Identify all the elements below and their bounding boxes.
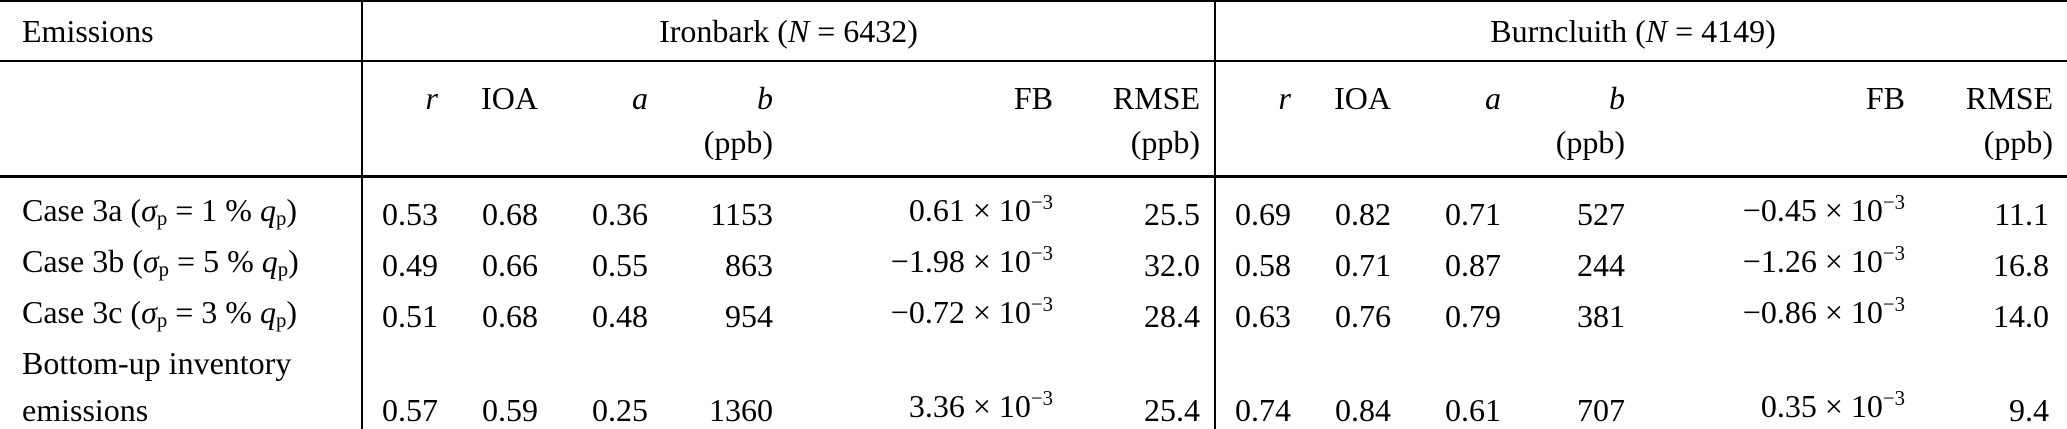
cell-b: 863	[725, 246, 773, 283]
cell-ioa: 0.76	[1335, 297, 1391, 334]
row-header-spacer	[0, 61, 362, 178]
cell-a: 0.61	[1445, 391, 1501, 428]
col-unit: (ppb)	[1555, 124, 1625, 160]
cell-fb: 0.35 × 10−3	[1760, 387, 1905, 424]
col-header-a-ironbark: a	[552, 61, 662, 178]
cell-rmse: 25.4	[1144, 391, 1200, 428]
col-label: a	[1485, 80, 1501, 116]
row-header-title: Emissions	[0, 1, 362, 62]
cell-rmse: 14.0	[1993, 297, 2050, 334]
cell-r: 0.69	[1214, 176, 1305, 238]
group-header-row: Emissions Ironbark (N = 6432) Burncluith…	[0, 1, 2067, 62]
col-header-a-burncluith: a	[1405, 61, 1515, 178]
col-label: RMSE	[1965, 80, 2054, 116]
row-label: Case 3c (σp = 3 % qp)	[22, 293, 298, 333]
col-label: b	[757, 80, 773, 116]
cell-a: 0.71	[1445, 195, 1501, 232]
cell-fb: −1.26 × 10−3	[1742, 242, 1905, 279]
cell-r: 0.49	[361, 237, 452, 289]
cell-rmse: 16.8	[1993, 246, 2050, 283]
cell-a: 0.79	[1445, 297, 1501, 334]
cell-a: 0.25	[592, 391, 648, 428]
table-row-bottom-up-inventory: Bottom-up inventory emissions 0.57 0.59 0…	[0, 339, 2067, 429]
cell-fb: 0.61 × 10−3	[908, 191, 1053, 228]
cell-a: 0.36	[592, 195, 648, 232]
table-row-case-3b: Case 3b (σp = 5 % qp) 0.49 0.66 0.55 863…	[0, 237, 2067, 289]
row-label: Case 3b (σp = 5 % qp)	[22, 242, 299, 282]
cell-fb: 3.36 × 10−3	[908, 387, 1053, 424]
col-header-b-burncluith: b (ppb)	[1515, 61, 1639, 178]
cell-fb: −0.45 × 10−3	[1742, 191, 1905, 228]
col-header-fb-ironbark: FB	[787, 61, 1067, 178]
cell-ioa: 0.68	[482, 297, 538, 334]
column-header-row: r IOA a b (ppb) FB	[0, 61, 2067, 178]
cell-r: 0.63	[1214, 288, 1305, 340]
cell-ioa: 0.68	[482, 195, 538, 232]
cell-r: 0.51	[361, 288, 452, 340]
cell-b: 954	[725, 297, 773, 334]
col-header-ioa-ironbark: IOA	[452, 61, 552, 178]
col-label: FB	[1013, 80, 1053, 116]
cell-a: 0.48	[592, 297, 648, 334]
col-label: IOA	[481, 80, 538, 116]
col-label: r	[425, 80, 438, 116]
cell-b: 1153	[710, 195, 773, 232]
table-row-case-3c: Case 3c (σp = 3 % qp) 0.51 0.68 0.48 954…	[0, 288, 2067, 340]
col-label: b	[1609, 80, 1625, 116]
col-header-b-ironbark: b (ppb)	[662, 61, 787, 178]
cell-fb: −0.86 × 10−3	[1742, 293, 1905, 330]
col-header-rmse-burncluith: RMSE (ppb)	[1919, 61, 2067, 178]
cell-b: 244	[1577, 246, 1625, 283]
col-header-rmse-ironbark: RMSE (ppb)	[1067, 61, 1215, 178]
cell-b: 707	[1577, 391, 1625, 428]
table-row-case-3a: Case 3a (σp = 1 % qp) 0.53 0.68 0.36 115…	[0, 176, 2067, 238]
cell-rmse: 28.4	[1144, 297, 1200, 334]
cell-rmse: 11.1	[1994, 195, 2050, 232]
cell-b: 381	[1577, 297, 1625, 334]
cell-r: 0.58	[1214, 237, 1305, 289]
cell-rmse: 32.0	[1144, 246, 1200, 283]
col-label: RMSE	[1112, 80, 1200, 116]
col-label: a	[632, 80, 648, 116]
cell-ioa: 0.59	[482, 391, 538, 428]
cell-ioa: 0.82	[1335, 195, 1391, 232]
cell-ioa: 0.84	[1335, 391, 1391, 428]
col-unit: (ppb)	[703, 124, 773, 160]
col-header-ioa-burncluith: IOA	[1305, 61, 1405, 178]
col-header-r-ironbark: r	[361, 61, 452, 178]
col-label: r	[1278, 80, 1291, 116]
cell-a: 0.55	[592, 246, 648, 283]
col-label: IOA	[1334, 80, 1391, 116]
cell-r: 0.57	[361, 339, 452, 429]
col-header-r-burncluith: r	[1214, 61, 1305, 178]
cell-fb: −1.98 × 10−3	[890, 242, 1053, 279]
cell-rmse: 25.5	[1144, 195, 1200, 232]
cell-b: 1360	[709, 391, 773, 428]
cell-b: 527	[1577, 195, 1625, 232]
cell-ioa: 0.71	[1335, 246, 1391, 283]
group-header-ironbark: Ironbark (N = 6432)	[361, 1, 1215, 62]
group-header-burncluith: Burncluith (N = 4149)	[1213, 1, 2067, 62]
cell-fb: −0.72 × 10−3	[890, 293, 1053, 330]
cell-r: 0.74	[1214, 339, 1305, 429]
col-label: FB	[1865, 80, 1905, 116]
cell-rmse: 9.4	[2009, 391, 2050, 428]
cell-ioa: 0.66	[482, 246, 538, 283]
col-unit: (ppb)	[1130, 124, 1200, 160]
col-unit: (ppb)	[1983, 124, 2054, 160]
row-label: Case 3a (σp = 1 % qp)	[22, 191, 298, 231]
cell-r: 0.53	[361, 176, 452, 238]
cell-a: 0.87	[1445, 246, 1501, 283]
row-label: Bottom-up inventory emissions	[22, 344, 292, 428]
col-header-fb-burncluith: FB	[1639, 61, 1919, 178]
